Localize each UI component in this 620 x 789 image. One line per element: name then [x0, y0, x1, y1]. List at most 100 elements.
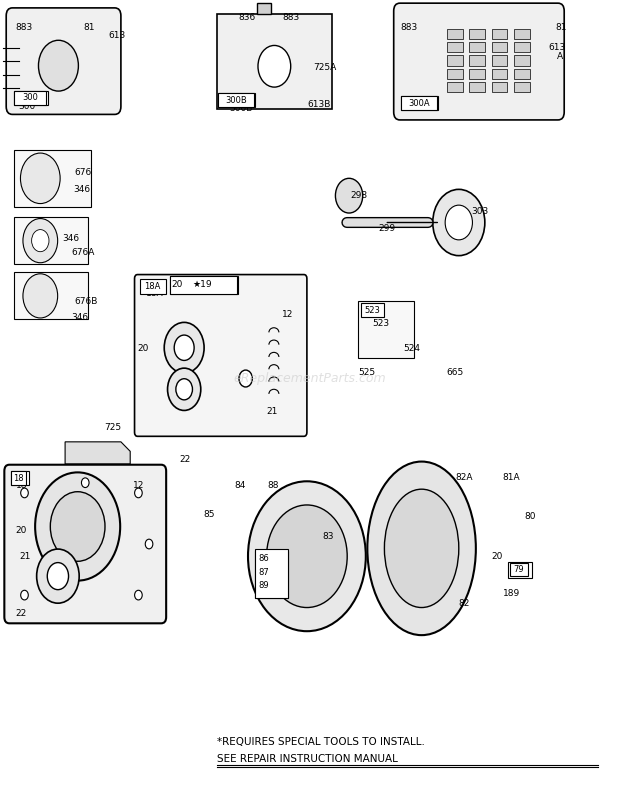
Text: 79: 79	[513, 565, 525, 574]
Text: 298: 298	[350, 191, 368, 200]
FancyBboxPatch shape	[394, 3, 564, 120]
Text: 86: 86	[264, 554, 275, 563]
FancyBboxPatch shape	[401, 96, 438, 110]
Text: 665: 665	[446, 368, 464, 377]
Text: *REQUIRES SPECIAL TOOLS TO INSTALL.: *REQUIRES SPECIAL TOOLS TO INSTALL.	[217, 737, 425, 746]
Text: 613B: 613B	[307, 99, 330, 109]
Text: 87: 87	[264, 570, 275, 579]
Text: eReplacementParts.com: eReplacementParts.com	[234, 372, 386, 385]
Bar	[255, 549, 288, 598]
Circle shape	[174, 335, 194, 361]
Text: 12: 12	[282, 309, 293, 319]
Text: 676A: 676A	[71, 248, 95, 257]
Text: 81: 81	[555, 23, 567, 32]
Bar	[448, 55, 463, 65]
Text: 18: 18	[13, 473, 24, 483]
Text: 613: 613	[549, 43, 566, 52]
Text: 88: 88	[268, 481, 280, 490]
Text: 725: 725	[104, 423, 122, 432]
FancyBboxPatch shape	[4, 465, 166, 623]
Text: 300A: 300A	[409, 99, 430, 108]
Bar	[14, 91, 46, 105]
Bar	[140, 279, 166, 294]
FancyBboxPatch shape	[218, 93, 255, 107]
FancyBboxPatch shape	[14, 217, 88, 264]
Circle shape	[20, 153, 60, 204]
Bar	[492, 43, 507, 52]
FancyBboxPatch shape	[11, 471, 29, 485]
Circle shape	[50, 492, 105, 561]
Text: 20: 20	[174, 275, 185, 285]
FancyBboxPatch shape	[170, 276, 238, 294]
Circle shape	[20, 488, 29, 498]
Text: 189: 189	[503, 589, 521, 598]
Text: 525: 525	[358, 368, 376, 377]
Circle shape	[135, 488, 142, 498]
Text: 81A: 81A	[502, 473, 520, 482]
Circle shape	[135, 590, 142, 600]
Text: ★19: ★19	[192, 280, 212, 290]
Text: 87: 87	[258, 567, 268, 577]
Text: 523: 523	[372, 319, 389, 328]
Ellipse shape	[384, 489, 459, 608]
Text: ★19: ★19	[205, 275, 224, 285]
Text: 83: 83	[322, 532, 334, 541]
Text: 300: 300	[22, 93, 38, 103]
FancyBboxPatch shape	[135, 275, 307, 436]
Circle shape	[37, 549, 79, 604]
FancyBboxPatch shape	[358, 301, 414, 358]
FancyBboxPatch shape	[14, 91, 48, 105]
Text: 725A: 725A	[313, 62, 336, 72]
Bar	[448, 43, 463, 52]
Bar	[448, 82, 463, 92]
Text: 82A: 82A	[456, 473, 473, 482]
Bar	[469, 69, 485, 79]
Bar	[469, 82, 485, 92]
Circle shape	[239, 370, 252, 387]
Text: 299: 299	[378, 224, 396, 234]
Bar	[257, 3, 271, 14]
Bar	[514, 29, 529, 39]
Bar	[170, 276, 237, 294]
Text: 346: 346	[73, 185, 91, 194]
Text: 85: 85	[203, 510, 215, 519]
Circle shape	[38, 40, 78, 91]
Ellipse shape	[367, 462, 476, 635]
Circle shape	[47, 563, 69, 589]
FancyBboxPatch shape	[14, 150, 91, 207]
Text: 18A: 18A	[146, 289, 163, 298]
Text: 300B: 300B	[225, 95, 247, 105]
Text: 300: 300	[19, 102, 36, 111]
Bar	[11, 471, 26, 485]
Text: 883: 883	[400, 23, 417, 32]
Text: 613: 613	[108, 31, 126, 40]
Text: 86: 86	[258, 554, 268, 563]
Text: 676: 676	[74, 167, 92, 177]
Text: 22: 22	[16, 609, 27, 619]
Text: 883: 883	[16, 23, 33, 32]
Text: 82: 82	[459, 599, 470, 608]
Circle shape	[23, 274, 58, 318]
Bar	[514, 69, 529, 79]
Text: 18: 18	[16, 481, 27, 490]
Bar	[514, 55, 529, 65]
Text: 300A: 300A	[409, 104, 433, 114]
Bar	[492, 82, 507, 92]
Circle shape	[81, 478, 89, 488]
Bar	[217, 14, 332, 109]
Bar	[510, 563, 528, 576]
Text: 346: 346	[71, 312, 89, 322]
Text: 79: 79	[516, 565, 528, 574]
Bar	[469, 43, 485, 52]
Text: 524: 524	[403, 344, 420, 353]
Circle shape	[35, 473, 120, 581]
Text: 81: 81	[84, 23, 95, 32]
Circle shape	[145, 539, 153, 549]
Circle shape	[433, 189, 485, 256]
Text: SEE REPAIR INSTRUCTION MANUAL: SEE REPAIR INSTRUCTION MANUAL	[217, 754, 398, 764]
Circle shape	[267, 505, 347, 608]
Bar	[448, 69, 463, 79]
Polygon shape	[65, 442, 130, 464]
Bar	[492, 55, 507, 65]
Text: A: A	[557, 52, 563, 62]
